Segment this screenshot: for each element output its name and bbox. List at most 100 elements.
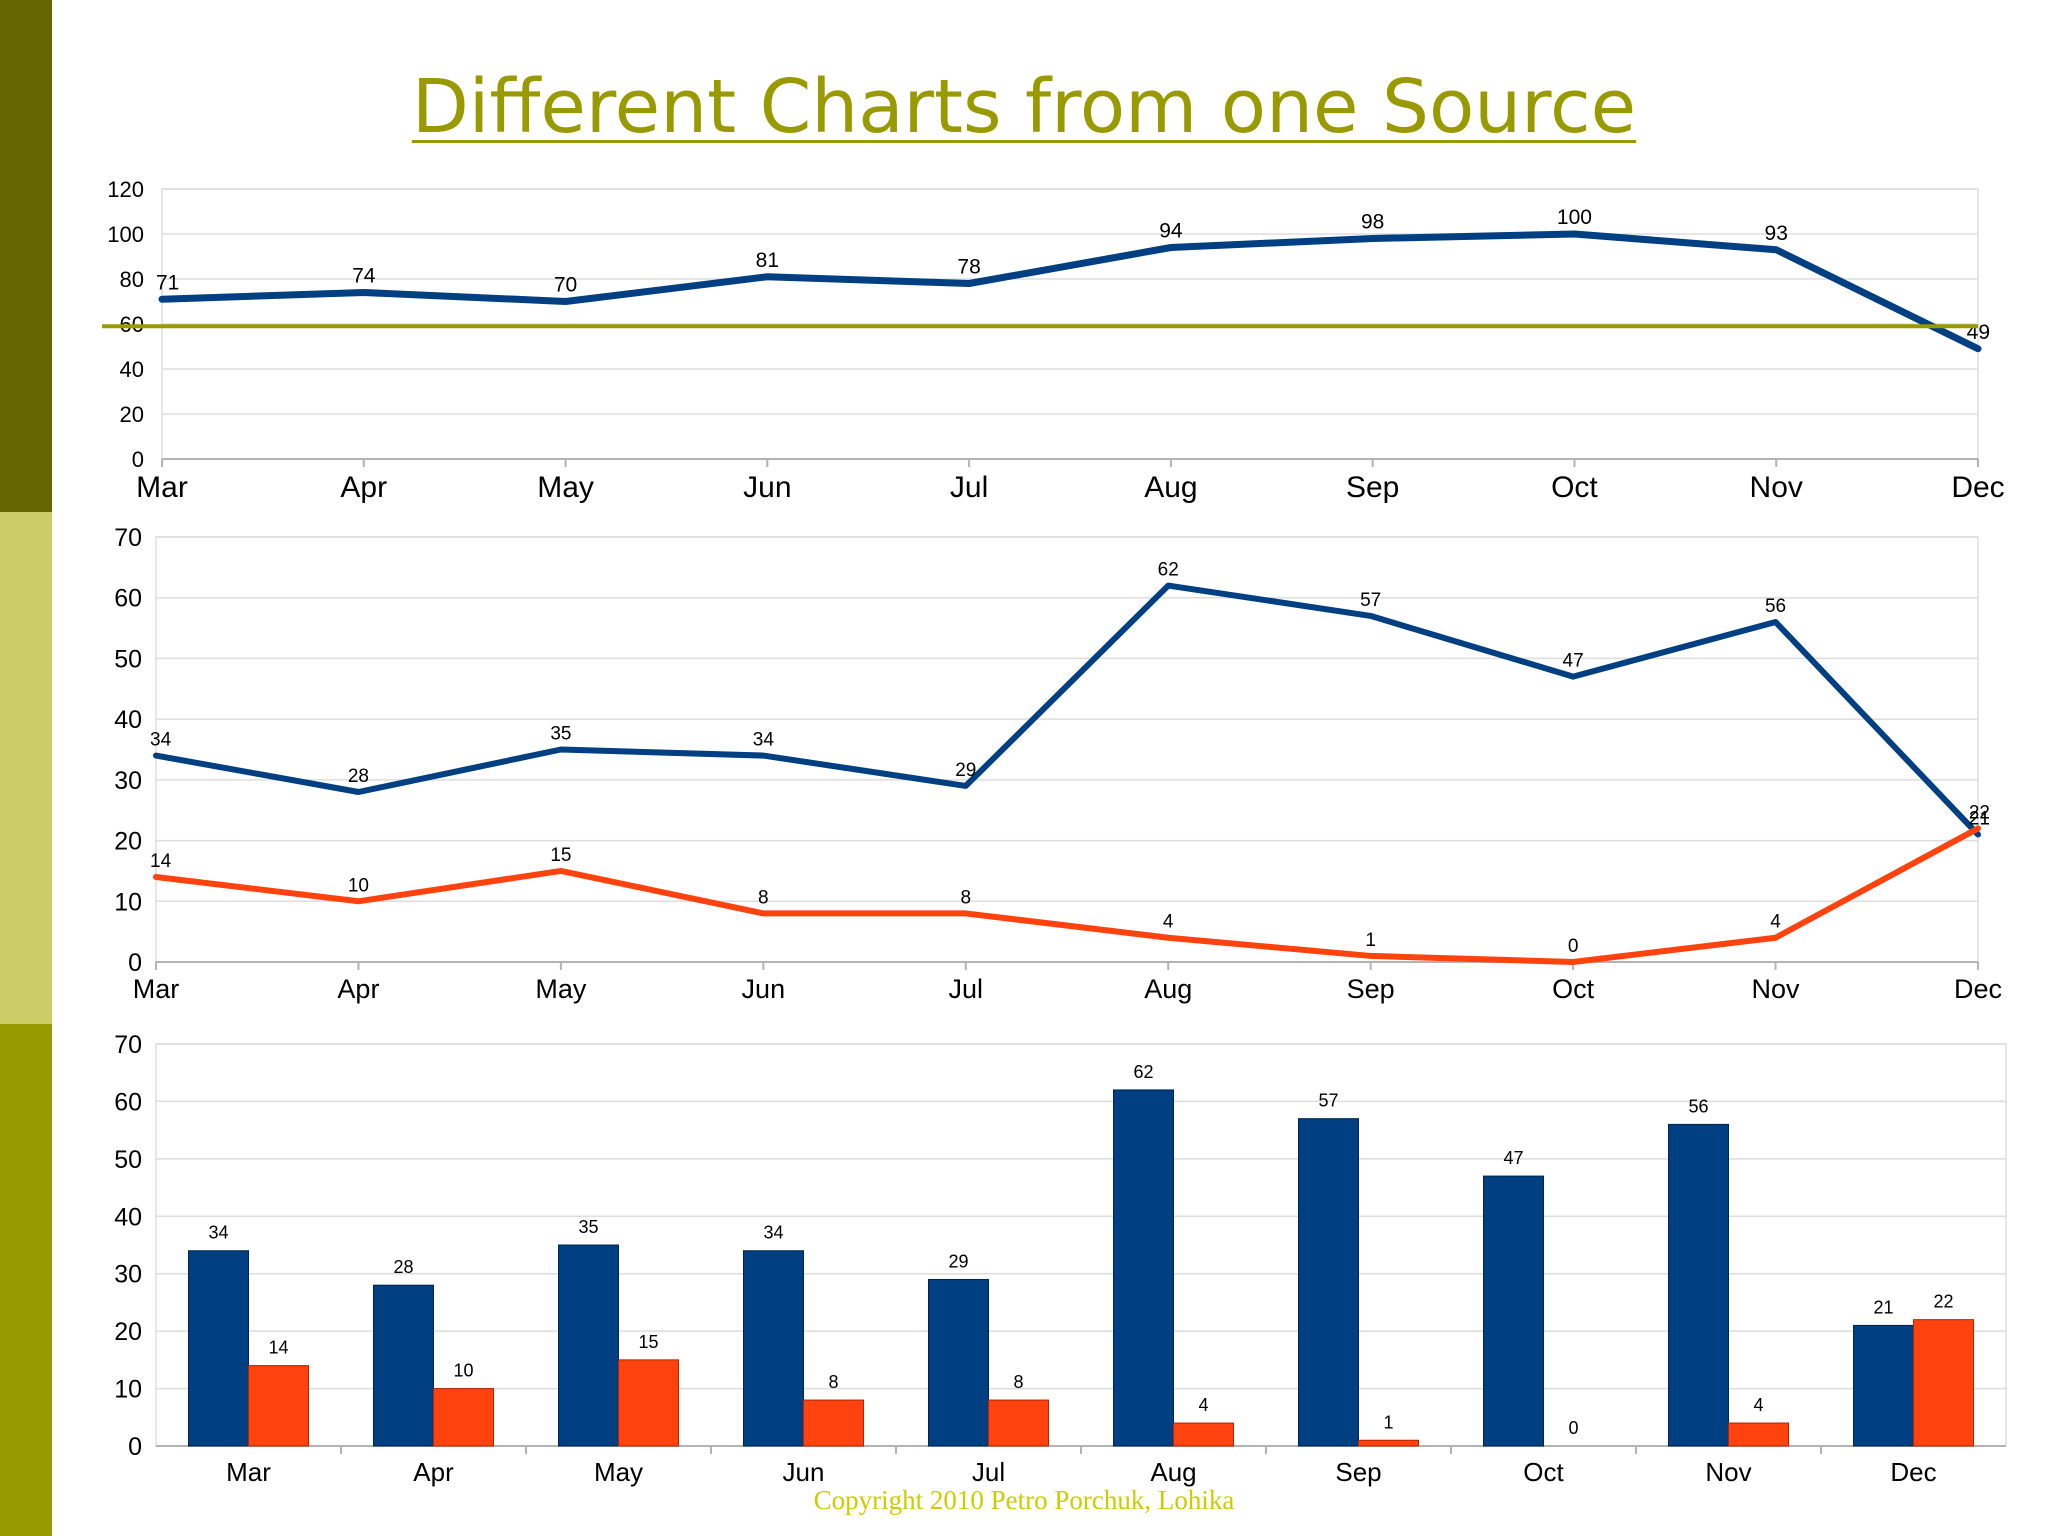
chart-1-series-1-data-label: 100	[1557, 206, 1592, 229]
chart-3-series-1-data-label: 57	[1318, 1091, 1338, 1111]
chart-3-series-1-data-label: 47	[1503, 1148, 1523, 1168]
chart-1-y-tick-label: 0	[132, 447, 144, 472]
chart-1-x-tick-label: May	[537, 471, 594, 504]
chart-2-y-tick-label: 60	[114, 585, 142, 613]
slide-title: Different Charts from one Source	[411, 64, 1637, 150]
chart-3-series-2-bar	[433, 1388, 494, 1447]
chart-2-x-tick-label: Nov	[1752, 974, 1801, 1004]
chart-2-y-tick-label: 0	[128, 949, 142, 977]
chart-3-y-tick-label: 70	[114, 1031, 142, 1059]
chart-3-series-1-bar	[1298, 1118, 1359, 1447]
chart-2-x-tick-label: Mar	[133, 974, 180, 1004]
chart-3-series-1-bar	[188, 1250, 249, 1447]
chart-3-y-tick-label: 30	[114, 1261, 142, 1289]
chart-3-series-2-bar	[1728, 1422, 1789, 1447]
chart-3-series-2-data-label: 14	[268, 1338, 288, 1358]
chart-3-series-1-data-label: 34	[208, 1223, 228, 1243]
chart-1-x-tick-label: Mar	[136, 471, 188, 504]
chart-2-x-tick-label: Dec	[1954, 974, 2002, 1004]
chart-3-series-2-bar	[803, 1399, 864, 1447]
chart-3-x-tick-label: May	[594, 1457, 643, 1487]
chart-1-x-tick-label: Jul	[950, 471, 988, 504]
chart-3-series-1-data-label: 29	[948, 1251, 968, 1271]
chart-3-x-tick-label: Jun	[783, 1457, 825, 1487]
chart-3-series-1-bar	[373, 1284, 434, 1447]
chart-3-x-tick-label: Nov	[1705, 1457, 1751, 1487]
chart-2-series-1-data-label: 56	[1765, 596, 1786, 617]
chart-3-y-tick-label: 60	[114, 1088, 142, 1116]
chart-2-y-tick-label: 20	[114, 828, 142, 856]
chart-3-series-2-data-label: 4	[1198, 1395, 1208, 1415]
chart-2-y-tick-label: 70	[114, 524, 142, 552]
chart-1-series-1-line	[158, 230, 1982, 353]
chart-3-x-tick-label: Sep	[1335, 1457, 1381, 1487]
chart-2-series-1-data-label: 34	[150, 730, 172, 751]
chart-3-x-tick-label: Apr	[413, 1457, 454, 1487]
chart-2-x-tick-label: May	[535, 974, 587, 1004]
chart-2-series-2-data-label: 15	[550, 845, 571, 866]
chart-1-x-tick-label: Apr	[340, 471, 387, 504]
chart-1-x-tick-label: Dec	[1951, 471, 2004, 504]
chart-1-x-tick-label: Aug	[1144, 471, 1197, 504]
chart-1-series-1-data-label: 74	[352, 265, 376, 288]
chart-3-series-2-data-label: 8	[828, 1372, 838, 1392]
chart-2-series-2-data-label: 22	[1969, 802, 1990, 823]
chart-3-series-1-data-label: 28	[393, 1257, 413, 1277]
chart-2-series-1-data-label: 28	[348, 766, 369, 787]
chart-3-series-1-data-label: 34	[763, 1223, 783, 1243]
chart-3-series-1-data-label: 62	[1133, 1062, 1153, 1082]
chart-2-series-1-data-label: 57	[1360, 590, 1381, 611]
chart-3-series-1-bar	[1853, 1324, 1914, 1447]
chart-3-series-2-bar	[988, 1399, 1049, 1447]
chart-2-series-2-data-label: 8	[960, 887, 971, 908]
chart-1-series-1-data-label: 49	[1967, 321, 1990, 344]
chart-3-series-2-data-label: 10	[453, 1361, 473, 1381]
chart-2-series-2-data-label: 1	[1365, 930, 1376, 951]
chart-1-y-tick-label: 40	[120, 357, 144, 382]
side-band-light	[0, 512, 52, 1024]
chart-1-x-tick-label: Jun	[743, 471, 791, 504]
chart-3-series-1-bar	[743, 1250, 804, 1447]
chart-3-series-1-data-label: 56	[1688, 1096, 1708, 1116]
chart-3-y-tick-label: 40	[114, 1203, 142, 1231]
chart-3-y-tick-label: 50	[114, 1146, 142, 1174]
chart-3-y-tick-label: 0	[128, 1433, 142, 1461]
side-band-dark	[0, 0, 52, 512]
chart-1-y-tick-label: 120	[107, 177, 144, 202]
chart-3-series-2-data-label: 4	[1753, 1395, 1763, 1415]
chart-3-x-tick-label: Aug	[1150, 1457, 1196, 1487]
chart-3-series-2-data-label: 22	[1933, 1292, 1953, 1312]
chart-3-series-2-data-label: 0	[1568, 1418, 1578, 1438]
chart-1-series-1-data-label: 98	[1361, 211, 1384, 234]
chart-1-series-1-data-label: 81	[756, 249, 779, 272]
chart-2-series-1-data-label: 62	[1158, 560, 1179, 581]
chart-2-y-tick-label: 30	[114, 767, 142, 795]
chart-1-series-1-data-label: 71	[156, 271, 179, 294]
chart-2-x-tick-label: Jul	[949, 974, 984, 1004]
chart-3-series-1-bar	[558, 1244, 619, 1447]
chart-1-series-1-data-label: 93	[1765, 222, 1788, 245]
copyright-footer: Copyright 2010 Petro Porchuk, Lohika	[813, 1485, 1235, 1515]
chart-3-x-tick-label: Jul	[972, 1457, 1005, 1487]
chart-3-series-1-bar	[1113, 1089, 1174, 1447]
chart-2-series-1-data-label: 21	[1969, 809, 1990, 830]
chart-1-x-tick-label: Oct	[1551, 471, 1598, 504]
chart-2-series-2-data-label: 10	[348, 875, 369, 896]
chart-3-x-tick-label: Dec	[1890, 1457, 1936, 1487]
chart-1-series-1-data-label: 70	[554, 274, 577, 297]
chart-2-series-1-data-label: 29	[955, 760, 976, 781]
chart-1-y-tick-label: 100	[107, 222, 144, 247]
chart-2-series-2-data-label: 8	[758, 887, 769, 908]
chart-3-series-2-bar	[1913, 1319, 1974, 1447]
chart-1-y-tick-label: 80	[120, 267, 144, 292]
chart-2-x-tick-label: Oct	[1552, 974, 1595, 1004]
chart-3-x-tick-label: Mar	[226, 1457, 271, 1487]
chart-2-y-tick-label: 40	[114, 706, 142, 734]
chart-3-y-tick-label: 20	[114, 1318, 142, 1346]
chart-1-series-1-data-label: 94	[1159, 220, 1183, 243]
side-band-olive	[0, 1024, 52, 1536]
chart-3-series-1-bar	[1668, 1123, 1729, 1447]
chart-3-series-2-data-label: 1	[1383, 1412, 1393, 1432]
chart-1-series-1-data-label: 78	[957, 256, 980, 279]
chart-2-series-2-data-label: 4	[1163, 912, 1174, 933]
